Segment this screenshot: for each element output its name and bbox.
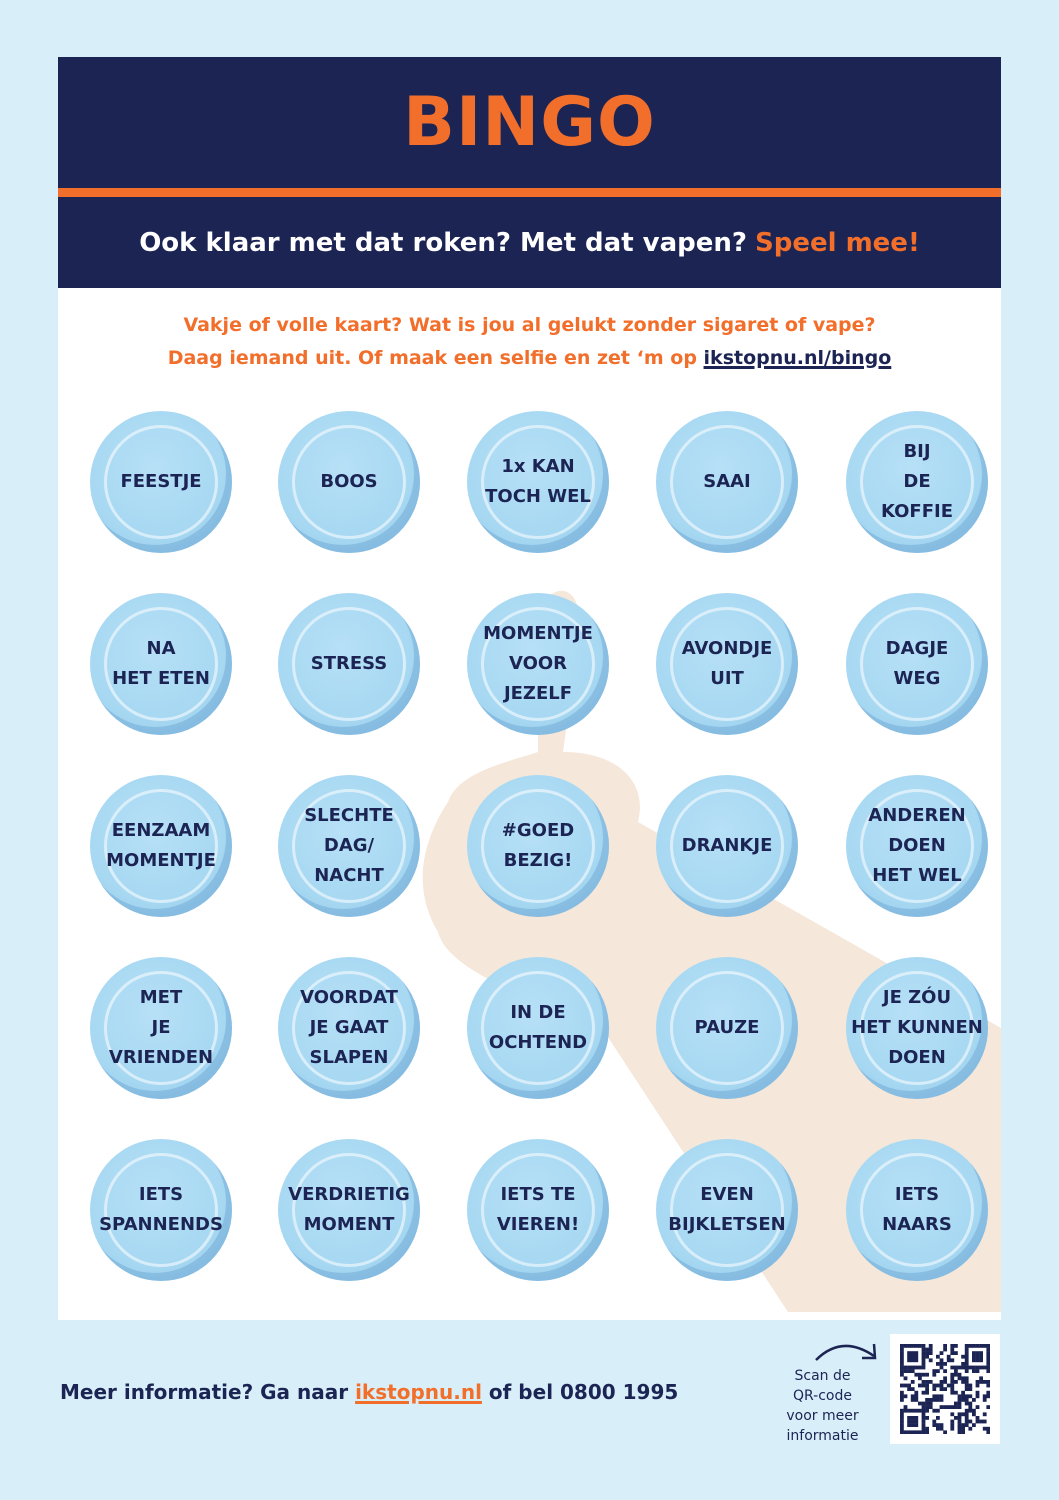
divider [58, 188, 1001, 197]
cell-label: IETS TE [500, 1184, 576, 1205]
subtitle: Ook klaar met dat roken? Met dat vapen? [139, 227, 748, 258]
cell-label: HET ETEN [112, 668, 210, 689]
subtitle-banner: Ook klaar met dat roken? Met dat vapen? … [58, 197, 1001, 288]
cell-label: IN DE [510, 1002, 566, 1023]
cell-label: HET KUNNEN [851, 1017, 983, 1038]
cell-label: VOORDAT [300, 987, 398, 1008]
cell-label: DAG/ [323, 835, 375, 856]
cell-label: BIJKLETSEN [668, 1214, 786, 1235]
cell-label: DOEN [888, 835, 946, 856]
cell-label: SLAPEN [309, 1047, 389, 1068]
cell-label: JE GAAT [309, 1017, 389, 1038]
cell-label: DRANKJE [681, 835, 773, 856]
bingo-cell[interactable]: IETS SPANNENDS [90, 1139, 232, 1281]
bingo-cell[interactable]: BIJ DE KOFFIE [846, 411, 988, 553]
cell-label: JEZELF [503, 683, 573, 704]
cell-label: #GOED [501, 820, 575, 841]
website-link[interactable]: ikstopnu.nl [355, 1380, 482, 1404]
cell-label: OCHTEND [488, 1032, 588, 1053]
cell-label: IETS [138, 1184, 184, 1205]
cell-label: MET [139, 987, 183, 1008]
cell-label: VIEREN! [496, 1214, 580, 1235]
scan-line: informatie [786, 1428, 859, 1444]
bingo-cell[interactable]: DAGJE WEG [846, 593, 988, 735]
cell-label: UIT [710, 668, 744, 689]
cell-label: TOCH WEL [485, 486, 591, 507]
cell-label: BEZIG! [503, 850, 573, 871]
cell-label: DE [903, 471, 931, 492]
bingo-cell[interactable]: DRANKJE [656, 775, 798, 917]
cell-label: NAARS [882, 1214, 952, 1235]
qr-code[interactable] [890, 1334, 1000, 1444]
intro-line-2: Daag iemand uit. Of maak een selfie en z… [167, 347, 697, 369]
cell-label: MOMENTJE [483, 623, 593, 644]
cell-label: VERDRIETIG [288, 1184, 410, 1205]
cell-label: FEESTJE [120, 471, 202, 492]
cell-label: EENZAAM [111, 820, 211, 841]
bingo-cell[interactable]: EVEN BIJKLETSEN [656, 1139, 798, 1281]
cell-label: WEG [893, 668, 941, 689]
bingo-cell[interactable]: BOOS [278, 411, 420, 553]
cell-label: DAGJE [885, 638, 949, 659]
footer-info: Meer informatie? Ga naar ikstopnu.nl of … [60, 1380, 678, 1404]
cell-label: JE [151, 1017, 171, 1038]
cell-label: NA [146, 638, 176, 659]
cell-label: EVEN [700, 1184, 754, 1205]
curved-arrow-icon [815, 1343, 877, 1361]
cell-label: SLECHTE [304, 805, 394, 826]
page-title: BINGO [403, 83, 656, 162]
cell-label: 1x KAN [501, 456, 575, 477]
bingo-cell[interactable]: VOORDAT JE GAAT SLAPEN [278, 957, 420, 1099]
bingo-cell[interactable]: PAUZE [656, 957, 798, 1099]
bingo-cell[interactable]: SAAI [656, 411, 798, 553]
bingo-cell[interactable]: IETS TE VIEREN! [467, 1139, 609, 1281]
bingo-cell[interactable]: MOMENTJE VOOR JEZELF [467, 593, 609, 735]
bingo-cell[interactable]: MET JE VRIENDEN [90, 957, 232, 1099]
cell-label: ANDEREN [868, 805, 966, 826]
bingo-cell[interactable]: VERDRIETIG MOMENT [278, 1139, 420, 1281]
bingo-cell[interactable]: AVONDJE UIT [656, 593, 798, 735]
bingo-cell[interactable]: IN DE OCHTEND [467, 957, 609, 1099]
bingo-cell[interactable]: EENZAAM MOMENTJE [90, 775, 232, 917]
subtitle-accent: Speel mee! [755, 227, 920, 258]
scan-qr-text: Scan de QR-code voor meer informatie [770, 1366, 875, 1446]
bingo-link[interactable]: ikstopnu.nl/bingo [703, 347, 892, 369]
cell-label: STRESS [310, 653, 388, 674]
bingo-cell[interactable]: FEESTJE [90, 411, 232, 553]
bingo-cell[interactable]: SLECHTE DAG/NACHT [278, 775, 420, 917]
bingo-cell[interactable]: IETS NAARS [846, 1139, 988, 1281]
cell-label: NACHT [314, 865, 384, 886]
bingo-cell[interactable]: JE ZÓU HET KUNNEN DOEN [846, 957, 988, 1099]
scan-line: voor meer [786, 1408, 859, 1424]
cell-label: MOMENTJE [106, 850, 216, 871]
header-banner: BINGO [58, 57, 1001, 188]
cell-label: PAUZE [694, 1017, 760, 1038]
cell-label: BOOS [320, 471, 378, 492]
cell-label: AVONDJE [681, 638, 773, 659]
footer-text-before: Meer informatie? Ga naar [60, 1380, 349, 1404]
scan-line: QR-code [793, 1388, 852, 1404]
poster: BINGO Ook klaar met dat roken? Met dat v… [58, 57, 1001, 1320]
bingo-cell[interactable]: ANDEREN DOEN HET WEL [846, 775, 988, 917]
cell-label: DOEN [888, 1047, 946, 1068]
scan-line: Scan de [794, 1368, 851, 1384]
cell-label: VRIENDEN [108, 1047, 214, 1068]
cell-label: JE ZÓU [882, 987, 952, 1008]
cell-label: IETS [894, 1184, 940, 1205]
footer-text-after: of bel 0800 1995 [488, 1380, 679, 1404]
cell-label: SPANNENDS [99, 1214, 223, 1235]
cell-label: SAAI [703, 471, 751, 492]
bingo-cell[interactable]: STRESS [278, 593, 420, 735]
cell-label: KOFFIE [880, 501, 954, 522]
cell-label: BIJ [903, 441, 931, 462]
bingo-cell[interactable]: 1x KAN TOCH WEL [467, 411, 609, 553]
cell-label: HET WEL [872, 865, 962, 886]
intro-line-1: Vakje of volle kaart? Wat is jou al gelu… [183, 314, 876, 336]
intro-text: Vakje of volle kaart? Wat is jou al gelu… [58, 309, 1001, 375]
bingo-cell[interactable]: #GOED BEZIG! [467, 775, 609, 917]
cell-label: MOMENT [303, 1214, 395, 1235]
cell-label: VOOR [508, 653, 568, 674]
bingo-cell[interactable]: NA HET ETEN [90, 593, 232, 735]
